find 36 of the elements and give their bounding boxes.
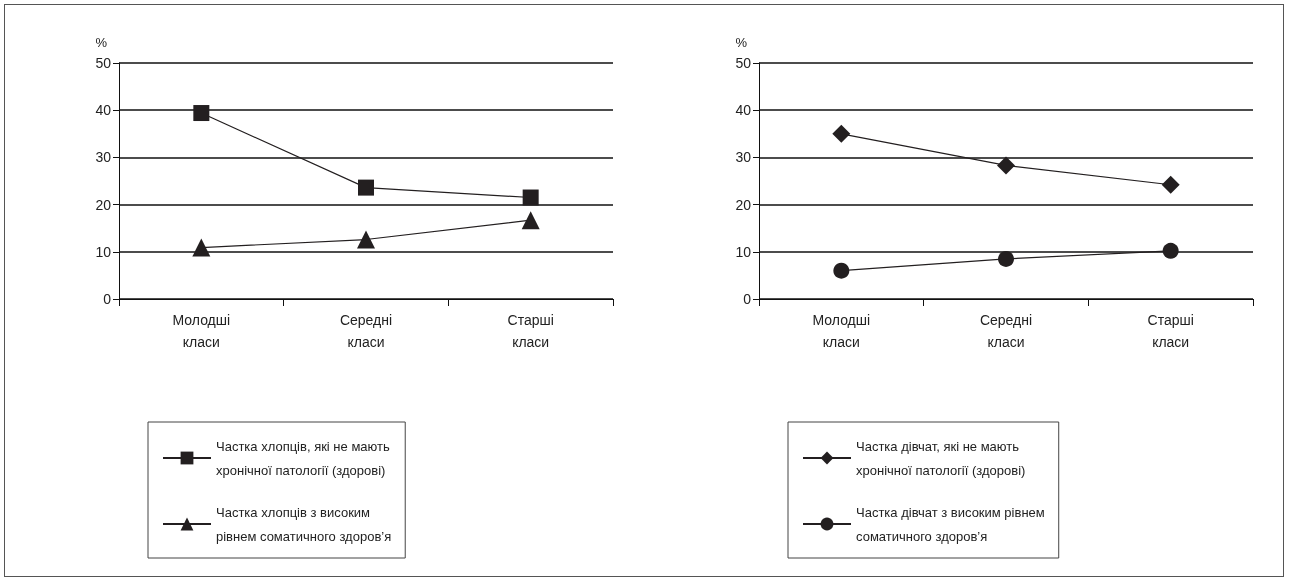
point [998, 250, 1014, 267]
point [357, 230, 375, 249]
y-tick-label: 40 [95, 102, 112, 119]
y-tick-label: 20 [95, 196, 112, 213]
point [832, 124, 851, 143]
y-tick-label: 0 [103, 291, 112, 307]
point [1162, 242, 1179, 259]
x-tick-label: Середні класи [979, 312, 1033, 350]
legend-label: Частка дівчат, які не мають хронічної патології (здорові) [856, 438, 1026, 478]
x-tick-label: Молодші класи [812, 312, 871, 350]
x-tick-label: Старші класи [1147, 312, 1194, 350]
point [358, 179, 374, 196]
y-tick-label: 0 [743, 291, 752, 307]
point [193, 105, 210, 122]
legend-label: Частка хлопців з високим рівнем соматичного здоров’я [216, 504, 392, 544]
point [192, 238, 211, 257]
y-tick-label: 40 [735, 102, 752, 119]
y-axis-title: % [735, 35, 748, 50]
y-tick-label: 10 [735, 243, 752, 260]
y-tick-label: 10 [95, 243, 112, 260]
point [1161, 175, 1180, 194]
y-tick-label: 20 [735, 196, 752, 213]
legend-label: Частка хлопців, які не мають хронічної патології (здорові) [216, 438, 390, 478]
y-tick-label: 30 [95, 149, 112, 166]
point [522, 189, 539, 206]
y-tick-label: 50 [735, 55, 752, 71]
y-axis-title: % [95, 35, 108, 50]
point [521, 211, 540, 230]
point [833, 262, 850, 279]
x-tick-label: Молодші класи [172, 312, 231, 350]
x-tick-label: Середні класи [339, 312, 393, 350]
y-tick-label: 50 [95, 55, 112, 71]
point [997, 156, 1015, 175]
y-tick-label: 30 [735, 149, 752, 166]
x-tick-label: Старші класи [507, 312, 554, 350]
legend-label: Частка дівчат з високим рівнем соматичного здоров’я [856, 504, 1045, 544]
